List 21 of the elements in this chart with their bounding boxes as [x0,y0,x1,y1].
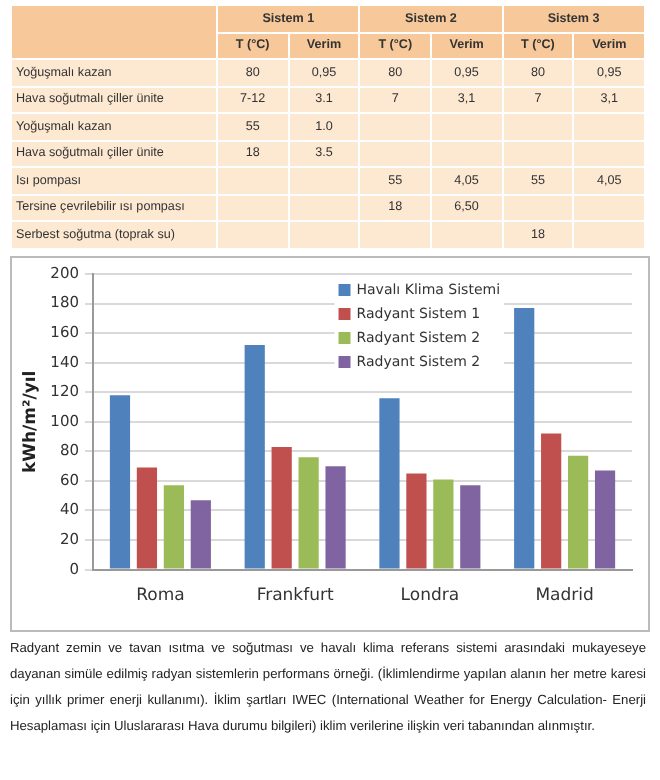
bar [109,394,131,568]
x-tick-label: Londra [400,585,460,606]
bar [163,484,184,568]
y-axis-title: kWh/m²/yıl [20,369,41,473]
bar [271,445,292,568]
bar [244,343,265,568]
bar [594,469,616,568]
bar [568,454,589,568]
bar [541,432,562,568]
x-tick-label: Madrid [535,585,594,606]
bar [325,465,346,568]
bar [298,456,319,568]
bar [379,397,400,568]
bar [136,466,158,568]
bar [406,472,427,568]
bar [190,499,211,568]
x-tick-label: Frankfurt [256,585,335,606]
x-tick-label: Roma [136,585,185,606]
bar [460,484,481,568]
bar [433,478,454,568]
bar [514,306,535,568]
